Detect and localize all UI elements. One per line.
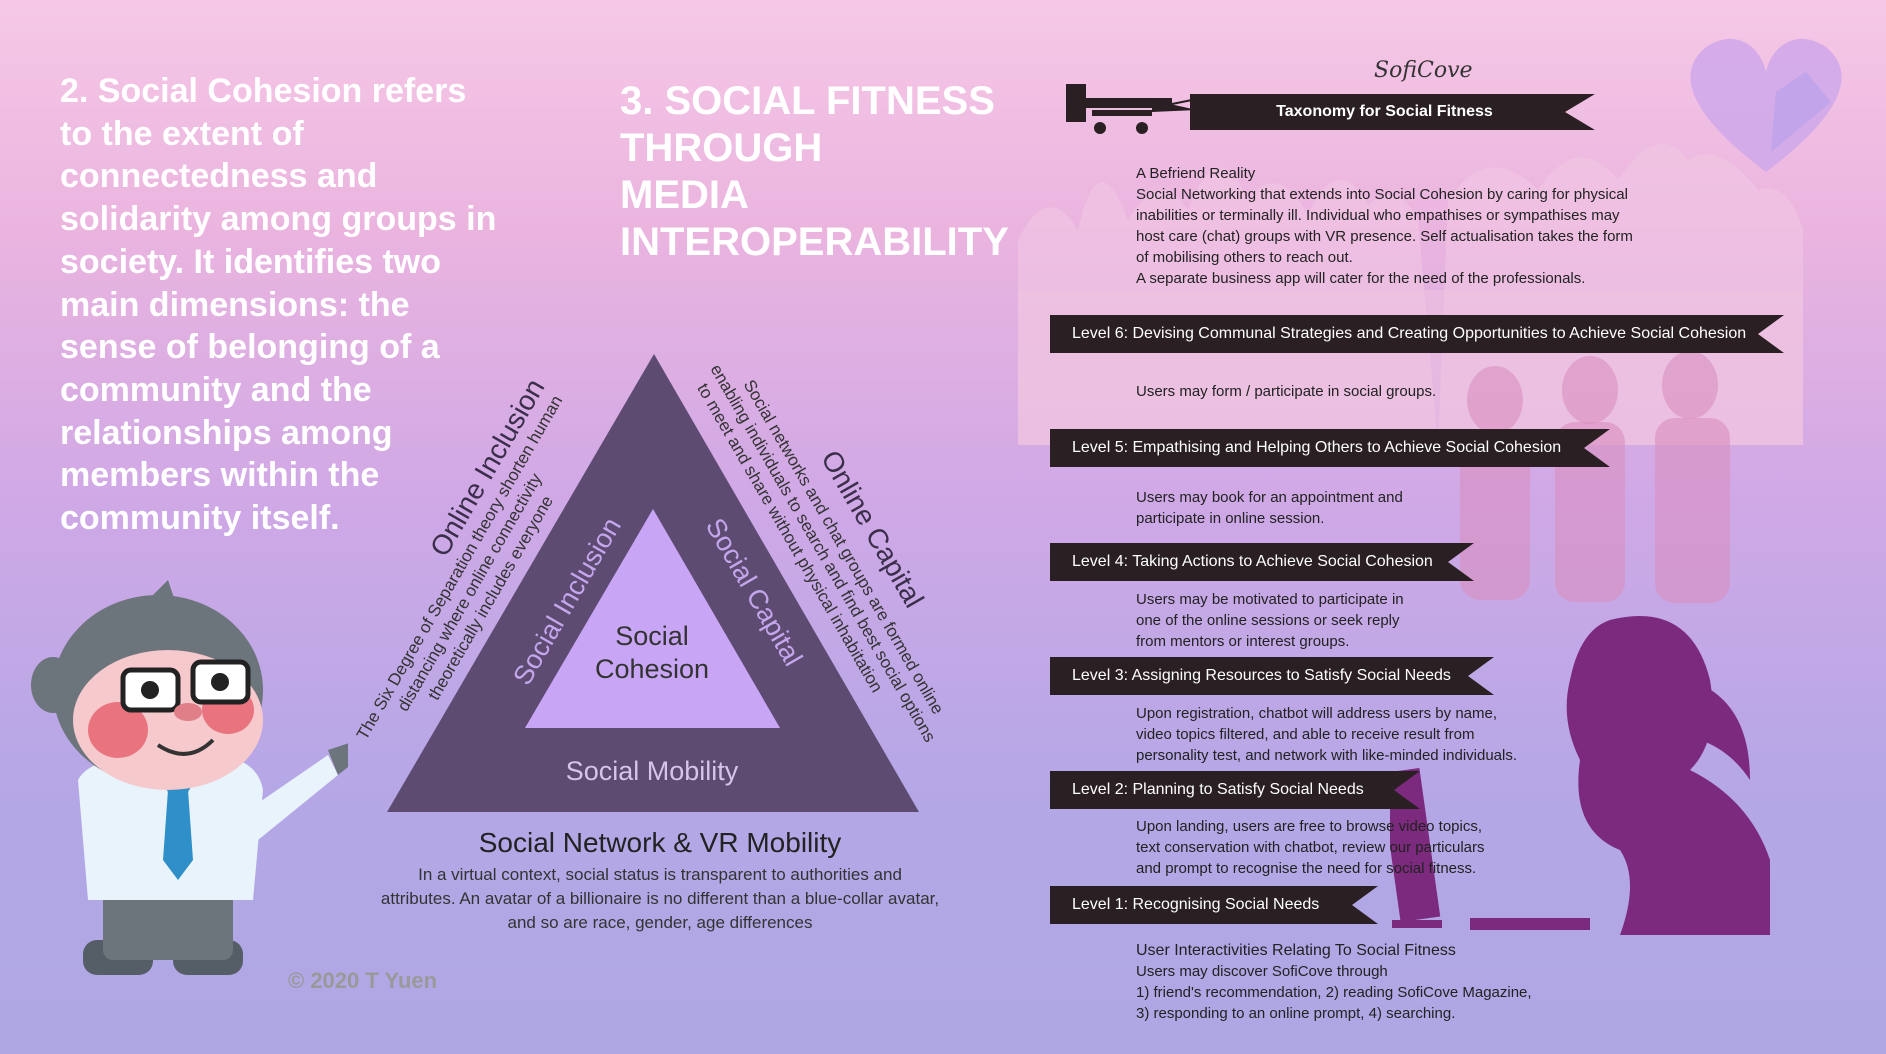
outro-heading: User Interactivities Relating To Social …	[1136, 942, 1456, 959]
level-desc-line: text conservation with chatbot, review o…	[1136, 839, 1485, 856]
level-desc-line: Upon registration, chatbot will address …	[1136, 705, 1498, 722]
vr-mobility-block: Social Network & VR Mobility In a virtua…	[330, 827, 990, 935]
level-1-banner: Level 1: Recognising Social Needs	[1050, 886, 1378, 924]
level-desc-line: one of the online sessions or seek reply	[1136, 612, 1400, 629]
intro-line: A separate business app will cater for t…	[1136, 270, 1586, 287]
inner-triangle	[525, 509, 780, 728]
level-5-desc: Users may book for an appointment and pa…	[1136, 487, 1403, 529]
center-label-line: Social	[615, 621, 689, 651]
level-desc-line: video topics filtered, and able to recei…	[1136, 726, 1475, 743]
heart-icon	[1690, 38, 1842, 173]
brand-name: SofiCove	[1374, 58, 1473, 83]
social-mobility-label: Social Mobility	[566, 756, 739, 786]
level-desc-line: Users may form / participate in social g…	[1136, 383, 1437, 400]
center-label-line: Cohesion	[595, 654, 709, 684]
intro-line: of mobilising others to reach out.	[1136, 249, 1353, 266]
cohesion-triangle: Social Cohesion Social Mobility Social I…	[387, 354, 919, 812]
level-4-desc: Users may be motivated to participate in…	[1136, 589, 1404, 652]
title-line: MEDIA	[620, 173, 749, 217]
outro-line: 1) friend's recommendation, 2) reading S…	[1136, 984, 1532, 1001]
woman-at-computer-silhouette	[1390, 616, 1770, 935]
level-6-banner: Level 6: Devising Communal Strategies an…	[1050, 315, 1784, 353]
level-desc-line: Users may book for an appointment and	[1136, 489, 1403, 506]
level-5-banner: Level 5: Empathising and Helping Others …	[1050, 429, 1610, 467]
mascot-illustration	[31, 580, 348, 975]
outro-line: Users may discover SofiCove through	[1136, 963, 1388, 980]
level-desc-line: Upon landing, users are free to browse v…	[1136, 818, 1483, 835]
level-6-desc: Users may form / participate in social g…	[1136, 381, 1436, 402]
level-desc-line: from mentors or interest groups.	[1136, 633, 1350, 650]
level-desc-line: Users may be motivated to participate in	[1136, 591, 1404, 608]
vr-line: attributes. An avatar of a billionaire i…	[380, 889, 940, 908]
biplane-icon	[1066, 84, 1202, 134]
intro-line: host care (chat) groups with VR presence…	[1136, 228, 1633, 245]
title-line: 3. SOCIAL FITNESS	[620, 79, 995, 123]
vr-mobility-heading: Social Network & VR Mobility	[478, 827, 842, 858]
intro-line: Social Networking that extends into Soci…	[1136, 186, 1628, 203]
vr-line: In a virtual context, social status is t…	[418, 865, 902, 884]
level-2-desc: Upon landing, users are free to browse v…	[1136, 816, 1485, 879]
section-title: 3. SOCIAL FITNESS THROUGH MEDIA INTEROPE…	[620, 78, 1020, 266]
level-desc-line: participate in online session.	[1136, 510, 1325, 527]
intro-paragraph: A Befriend Reality Social Networking tha…	[1136, 163, 1633, 289]
vr-line: and so are race, gender, age differences	[507, 913, 813, 932]
intro-line: A Befriend Reality	[1136, 165, 1256, 182]
level-2-banner: Level 2: Planning to Satisfy Social Need…	[1050, 771, 1420, 809]
outro-line: 3) responding to an online prompt, 4) se…	[1136, 1005, 1456, 1022]
copyright-notice: © 2020 T Yuen	[288, 968, 438, 993]
outro-paragraph: User Interactivities Relating To Social …	[1136, 940, 1532, 1024]
vr-mobility-desc: In a virtual context, social status is t…	[330, 863, 990, 935]
taxonomy-banner: Taxonomy for Social Fitness	[1190, 94, 1595, 130]
cohesion-definition: 2. Social Cohesion refers to the extent …	[60, 72, 497, 538]
level-4-banner: Level 4: Taking Actions to Achieve Socia…	[1050, 543, 1474, 581]
title-line: THROUGH	[620, 126, 823, 170]
level-3-desc: Upon registration, chatbot will address …	[1136, 703, 1517, 766]
level-desc-line: personality test, and network with like-…	[1136, 747, 1518, 764]
level-desc-line: and prompt to recognise the need for soc…	[1136, 860, 1477, 877]
title-line: INTEROPERABILITY	[620, 220, 1009, 264]
level-3-banner: Level 3: Assigning Resources to Satisfy …	[1050, 657, 1494, 695]
kids-silhouette	[1460, 351, 1730, 603]
intro-line: inabilities or terminally ill. Individua…	[1136, 207, 1620, 224]
